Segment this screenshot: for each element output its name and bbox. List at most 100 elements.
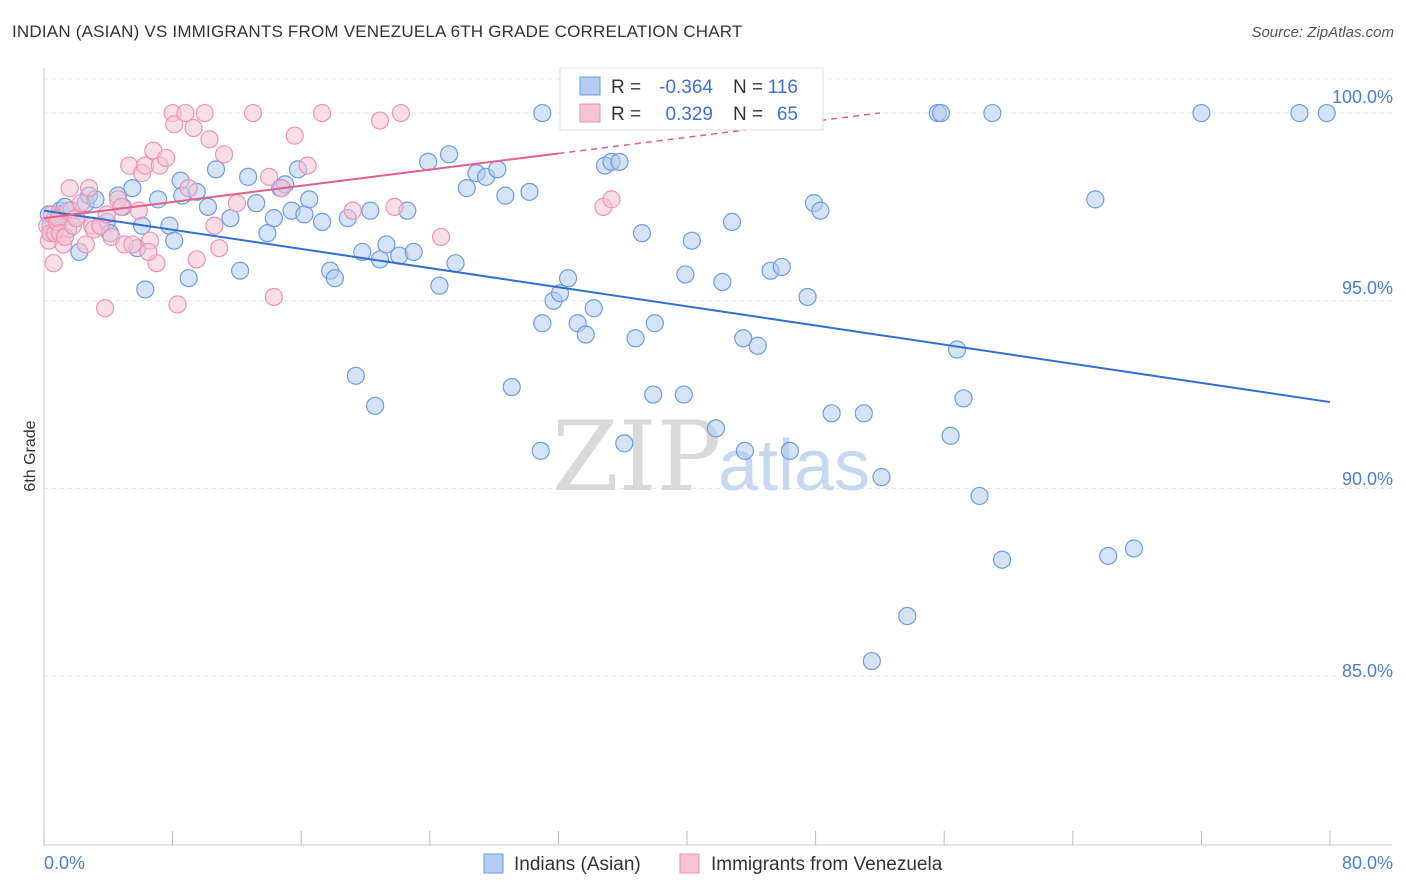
data-point-indians-asian xyxy=(198,197,218,216)
data-point-venezuela xyxy=(195,103,214,123)
data-point-indians-asian xyxy=(165,231,184,250)
data-point-venezuela xyxy=(312,103,332,123)
data-point-indians-asian xyxy=(1086,190,1105,209)
data-point-venezuela xyxy=(187,250,206,269)
data-point-indians-asian xyxy=(854,404,873,423)
data-point-indians-asian xyxy=(1290,103,1309,123)
data-point-venezuela xyxy=(385,197,404,216)
data-point-indians-asian xyxy=(713,272,732,292)
chart-source: Source: ZipAtlas.com xyxy=(1251,24,1394,41)
data-point-indians-asian xyxy=(247,194,266,213)
data-point-indians-asian xyxy=(584,299,603,318)
data-point-indians-asian xyxy=(325,269,345,288)
chart-title: INDIAN (ASIAN) VS IMMIGRANTS FROM VENEZU… xyxy=(12,22,743,41)
data-point-indians-asian xyxy=(179,269,198,288)
data-point-indians-asian xyxy=(798,287,817,307)
data-point-indians-asian xyxy=(558,269,578,288)
data-point-indians-asian xyxy=(872,468,891,487)
bottom-legend-label: Indians (Asian) xyxy=(514,854,641,875)
x-tick-label-max: 80.0% xyxy=(1342,853,1393,873)
watermark: ZIP atlas xyxy=(552,401,870,513)
trend-line-indians-asian xyxy=(43,209,1331,404)
data-point-venezuela xyxy=(602,190,621,209)
data-point-indians-asian xyxy=(239,167,258,186)
data-point-indians-asian xyxy=(300,190,319,209)
axes xyxy=(43,68,1392,846)
data-point-indians-asian xyxy=(862,651,881,671)
y-tick-label: 95.0% xyxy=(1342,278,1393,298)
data-point-indians-asian xyxy=(970,486,989,506)
legend-swatch-pink xyxy=(579,103,601,123)
data-point-indians-asian xyxy=(674,385,693,404)
data-point-venezuela xyxy=(60,179,79,198)
data-point-indians-asian xyxy=(457,179,476,198)
y-tick-label: 100.0% xyxy=(1332,87,1393,107)
data-point-indians-asian xyxy=(983,103,1002,123)
data-point-indians-asian xyxy=(446,254,465,273)
data-point-indians-asian xyxy=(496,186,515,205)
data-point-indians-asian xyxy=(748,336,767,355)
y-tick-label: 90.0% xyxy=(1342,469,1393,489)
data-point-venezuela xyxy=(157,148,176,168)
data-point-indians-asian xyxy=(1124,539,1143,558)
data-point-indians-asian xyxy=(361,201,380,220)
data-point-venezuela xyxy=(285,126,304,145)
data-point-indians-asian xyxy=(533,103,552,123)
data-point-indians-asian xyxy=(941,426,960,445)
data-point-indians-asian xyxy=(258,224,277,243)
data-point-indians-asian xyxy=(822,404,841,423)
y-tick-label: 85.0% xyxy=(1342,661,1393,681)
legend-r-label: R = xyxy=(611,77,641,98)
watermark-atlas: atlas xyxy=(718,426,870,506)
stats-legend: R = -0.364 N = 116 R = 0.329 N = 65 xyxy=(559,67,824,131)
data-point-venezuela xyxy=(259,167,279,186)
legend-n-value: 116 xyxy=(768,77,798,98)
data-point-indians-asian xyxy=(430,276,449,295)
data-point-indians-asian xyxy=(136,280,155,299)
data-point-indians-asian xyxy=(206,160,226,179)
data-point-indians-asian xyxy=(377,235,396,254)
data-point-venezuela xyxy=(200,130,219,149)
data-point-indians-asian xyxy=(772,257,791,277)
data-point-indians-asian xyxy=(264,209,283,228)
data-point-indians-asian xyxy=(735,441,754,460)
data-point-venezuela xyxy=(227,194,246,213)
data-point-venezuela xyxy=(391,103,410,123)
legend-r-label: R = xyxy=(611,104,641,125)
data-point-venezuela xyxy=(298,156,317,175)
data-point-indians-asian xyxy=(502,377,521,397)
stats-legend-box xyxy=(559,67,824,131)
data-point-indians-asian xyxy=(160,216,179,235)
data-point-indians-asian xyxy=(1317,103,1336,123)
x-tick-label-min: 0.0% xyxy=(44,853,85,873)
legend-r-value: 0.329 xyxy=(665,104,713,125)
data-point-venezuela xyxy=(214,145,234,164)
bottom-legend-swatch-pink xyxy=(679,853,700,874)
data-point-indians-asian xyxy=(576,325,595,344)
data-point-indians-asian xyxy=(353,242,372,262)
data-point-indians-asian xyxy=(954,389,973,408)
data-point-indians-asian xyxy=(676,265,695,284)
data-point-indians-asian xyxy=(231,261,250,280)
data-point-venezuela xyxy=(71,194,91,213)
data-point-venezuela xyxy=(210,239,229,258)
legend-n-label: N = xyxy=(733,77,763,98)
data-point-venezuela xyxy=(168,295,187,314)
trend-lines xyxy=(43,112,1331,404)
legend-n-value: 65 xyxy=(777,104,798,125)
bottom-legend-swatch-blue xyxy=(483,853,504,874)
data-point-venezuela xyxy=(44,254,63,273)
data-point-venezuela xyxy=(165,115,184,134)
trend-line-venezuela xyxy=(43,152,559,220)
data-point-indians-asian xyxy=(419,152,438,171)
bottom-legend-label: Immigrants from Venezuela xyxy=(711,854,943,875)
data-point-indians-asian xyxy=(123,179,142,198)
data-point-venezuela xyxy=(205,216,224,235)
data-point-indians-asian xyxy=(898,606,917,626)
data-point-indians-asian xyxy=(520,182,539,201)
data-point-indians-asian xyxy=(488,160,507,179)
data-point-indians-asian xyxy=(645,314,664,333)
data-point-venezuela xyxy=(95,299,115,318)
series-venezuela-points xyxy=(38,103,621,318)
data-point-indians-asian xyxy=(295,205,314,224)
